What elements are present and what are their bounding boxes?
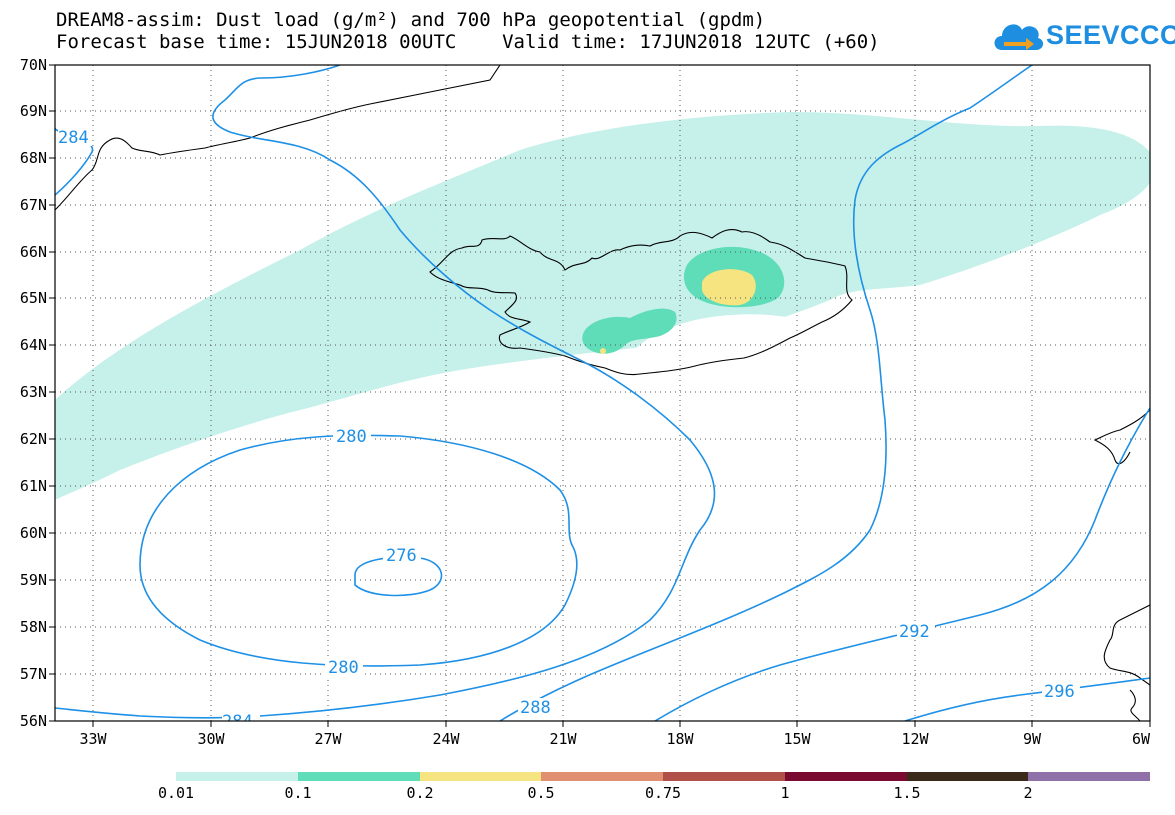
map-title: DREAM8-assim: Dust load (g/m²) and 700 h…: [56, 9, 766, 31]
lat-label: 64N: [20, 336, 47, 354]
colorbar-label: 0.01: [157, 784, 195, 802]
contour-label-288: 288: [520, 698, 551, 718]
colorbar-segment: [663, 772, 785, 781]
colorbar-segment: [420, 772, 541, 781]
dust-spot-high: [600, 348, 606, 354]
lat-label: 60N: [20, 524, 47, 542]
colorbar-segment: [541, 772, 663, 781]
lat-label: 68N: [20, 149, 47, 167]
contour-288: [499, 65, 1033, 721]
lat-label: 70N: [20, 56, 47, 74]
colorbar-segment: [907, 772, 1028, 781]
contour-labels: 276 280 280 284 284 288 292 296: [58, 128, 1080, 732]
tick-marks: [49, 64, 1151, 727]
colorbar-label: 2: [1023, 784, 1033, 802]
colorbar-segment: [176, 772, 298, 781]
contour-label-296: 296: [1044, 682, 1075, 702]
contour-276: [354, 556, 443, 597]
colorbar-label: 0.75: [644, 784, 682, 802]
contour-label-284-bottom: 284: [222, 712, 253, 732]
lon-label: 24W: [432, 730, 460, 748]
lat-label: 63N: [20, 383, 47, 401]
lat-label: 62N: [20, 430, 47, 448]
colorbar-label: 1: [780, 784, 790, 802]
logo-text: SEEVCCC: [1046, 20, 1175, 50]
lat-label: 61N: [20, 477, 47, 495]
contour-label-276: 276: [386, 546, 417, 566]
lat-label: 59N: [20, 571, 47, 589]
contour-label-280-top: 280: [336, 427, 367, 447]
colorbar-label: 0.2: [406, 784, 434, 802]
lat-label: 69N: [20, 102, 47, 120]
colorbar-label: 0.1: [284, 784, 312, 802]
lon-label: 12W: [901, 730, 929, 748]
lon-label: 21W: [549, 730, 577, 748]
colorbar-segment: [785, 772, 907, 781]
seevccc-logo: SEEVCCC: [990, 14, 1175, 64]
contour-label-280-bottom: 280: [328, 658, 359, 678]
contour-label-284-tl: 284: [58, 128, 89, 148]
contour-296: [904, 677, 1150, 721]
contour-292: [654, 407, 1150, 721]
lon-label: 30W: [197, 730, 225, 748]
lat-label: 58N: [20, 618, 47, 636]
map-subtitle: Forecast base time: 15JUN2018 00UTC Vali…: [56, 31, 880, 53]
colorbar-label: 1.5: [893, 784, 921, 802]
contour-280: [139, 434, 578, 667]
dust-gap: [630, 314, 805, 362]
lon-label: 6W: [1132, 730, 1151, 748]
dust-patch-mid-s: [582, 308, 677, 354]
cloud-icon: [994, 24, 1044, 50]
lat-label: 56N: [20, 712, 47, 730]
latitude-labels: 70N 69N 68N 67N 66N 65N 64N 63N 62N 61N …: [20, 56, 47, 730]
colorbar-segment: [298, 772, 420, 781]
dust-plume-low: [55, 112, 1150, 500]
contour-label-292: 292: [899, 622, 930, 642]
lat-label: 66N: [20, 243, 47, 261]
colorbar-label: 0.5: [527, 784, 555, 802]
contour-284: [55, 65, 716, 719]
lat-label: 57N: [20, 665, 47, 683]
lon-label: 18W: [666, 730, 694, 748]
lon-label: 33W: [79, 730, 107, 748]
dust-patch-high-ne: [702, 269, 756, 306]
lon-label: 27W: [314, 730, 342, 748]
geopotential-contours: [55, 65, 1150, 721]
longitude-labels: 33W 30W 27W 24W 21W 18W 15W 12W 9W 6W: [79, 730, 1151, 748]
lon-label: 15W: [783, 730, 811, 748]
lat-label: 67N: [20, 196, 47, 214]
lon-label: 9W: [1023, 730, 1042, 748]
plot-frame: [54, 64, 1151, 722]
lat-label: 65N: [20, 289, 47, 307]
colorbar-segment: [1028, 772, 1150, 781]
